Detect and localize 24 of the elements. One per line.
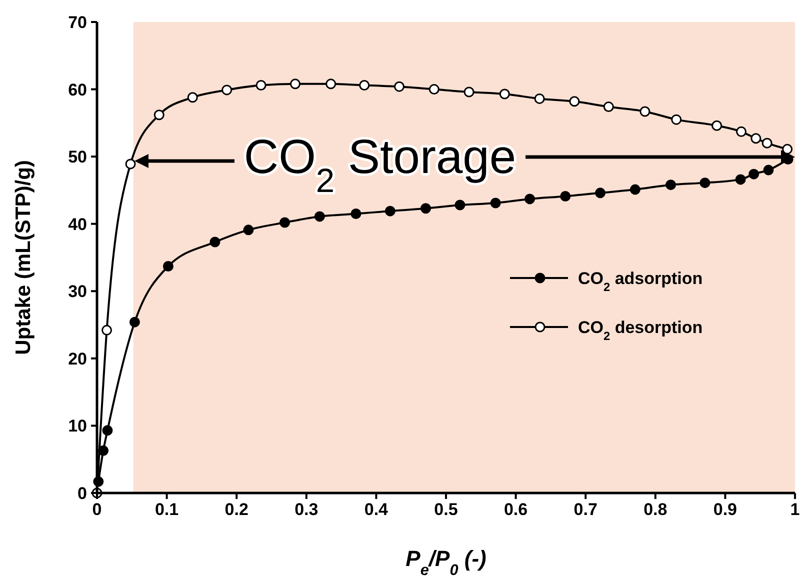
annotation: CO$_{2}$ Storage xyxy=(244,131,516,200)
y-tick-label: 70 xyxy=(68,13,87,32)
y-tick-label: 50 xyxy=(68,148,87,167)
x-tick-label: 0.3 xyxy=(294,500,318,519)
legend-label: CO$_{2}$ desorption xyxy=(578,318,703,343)
y-tick-label: 40 xyxy=(68,214,87,234)
x-tick-label: 0.6 xyxy=(504,500,528,519)
x-tick-label: 0 xyxy=(92,500,102,519)
y-axis-title: Uptake (mL(STP)/g) xyxy=(12,160,35,355)
y-tick-label: 60 xyxy=(68,80,87,100)
x-tick-label: 0.4 xyxy=(364,500,389,519)
y-tick-label: 0 xyxy=(78,484,87,503)
x-tick-label: 0.9 xyxy=(713,500,738,519)
x-tick-label: 0.7 xyxy=(574,500,598,519)
x-tick-label: 0.8 xyxy=(644,500,668,519)
x-tick-label: 0.5 xyxy=(434,500,458,519)
y-tick-label: 20 xyxy=(68,349,87,368)
x-axis-title: P$_{e}$/P$_{0}$ (-) xyxy=(406,546,486,578)
legend-label: CO$_{2}$ adsorption xyxy=(578,269,703,294)
x-tick-label: 0.2 xyxy=(224,500,248,519)
y-tick-label: 30 xyxy=(68,282,87,302)
y-tick-label: 10 xyxy=(68,416,87,436)
x-tick-label: 1 xyxy=(790,500,800,519)
x-tick-label: 0.1 xyxy=(154,500,179,519)
